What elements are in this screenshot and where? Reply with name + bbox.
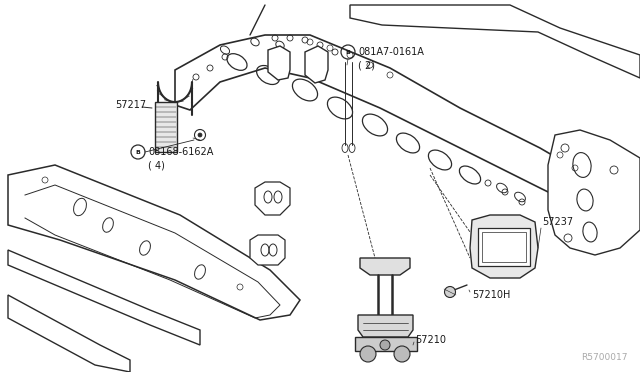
Polygon shape xyxy=(358,315,413,337)
Bar xyxy=(478,228,530,266)
Text: B: B xyxy=(346,49,351,55)
Text: 57210: 57210 xyxy=(415,335,446,345)
Circle shape xyxy=(380,340,390,350)
Text: 57210H: 57210H xyxy=(472,290,510,300)
Text: R5700017: R5700017 xyxy=(582,353,628,362)
Polygon shape xyxy=(470,215,538,278)
Circle shape xyxy=(360,346,376,362)
Circle shape xyxy=(394,346,410,362)
Polygon shape xyxy=(250,235,285,265)
Polygon shape xyxy=(8,165,300,320)
Polygon shape xyxy=(175,35,610,215)
Circle shape xyxy=(198,133,202,137)
Polygon shape xyxy=(305,46,328,83)
Bar xyxy=(355,337,417,351)
Polygon shape xyxy=(360,258,410,275)
Polygon shape xyxy=(268,46,290,80)
Text: 081A7-0161A: 081A7-0161A xyxy=(358,47,424,57)
Text: ( 2): ( 2) xyxy=(358,60,375,70)
Polygon shape xyxy=(548,130,640,255)
Text: ( 4): ( 4) xyxy=(148,160,165,170)
Polygon shape xyxy=(255,182,290,215)
Polygon shape xyxy=(8,250,200,345)
Circle shape xyxy=(445,286,456,298)
Text: 08168-6162A: 08168-6162A xyxy=(148,147,213,157)
Bar xyxy=(155,102,177,152)
Polygon shape xyxy=(8,295,130,372)
Text: 57237: 57237 xyxy=(542,217,573,227)
Bar xyxy=(482,232,526,262)
Text: 57217: 57217 xyxy=(115,100,146,110)
Text: B: B xyxy=(136,150,140,154)
Polygon shape xyxy=(350,5,640,78)
